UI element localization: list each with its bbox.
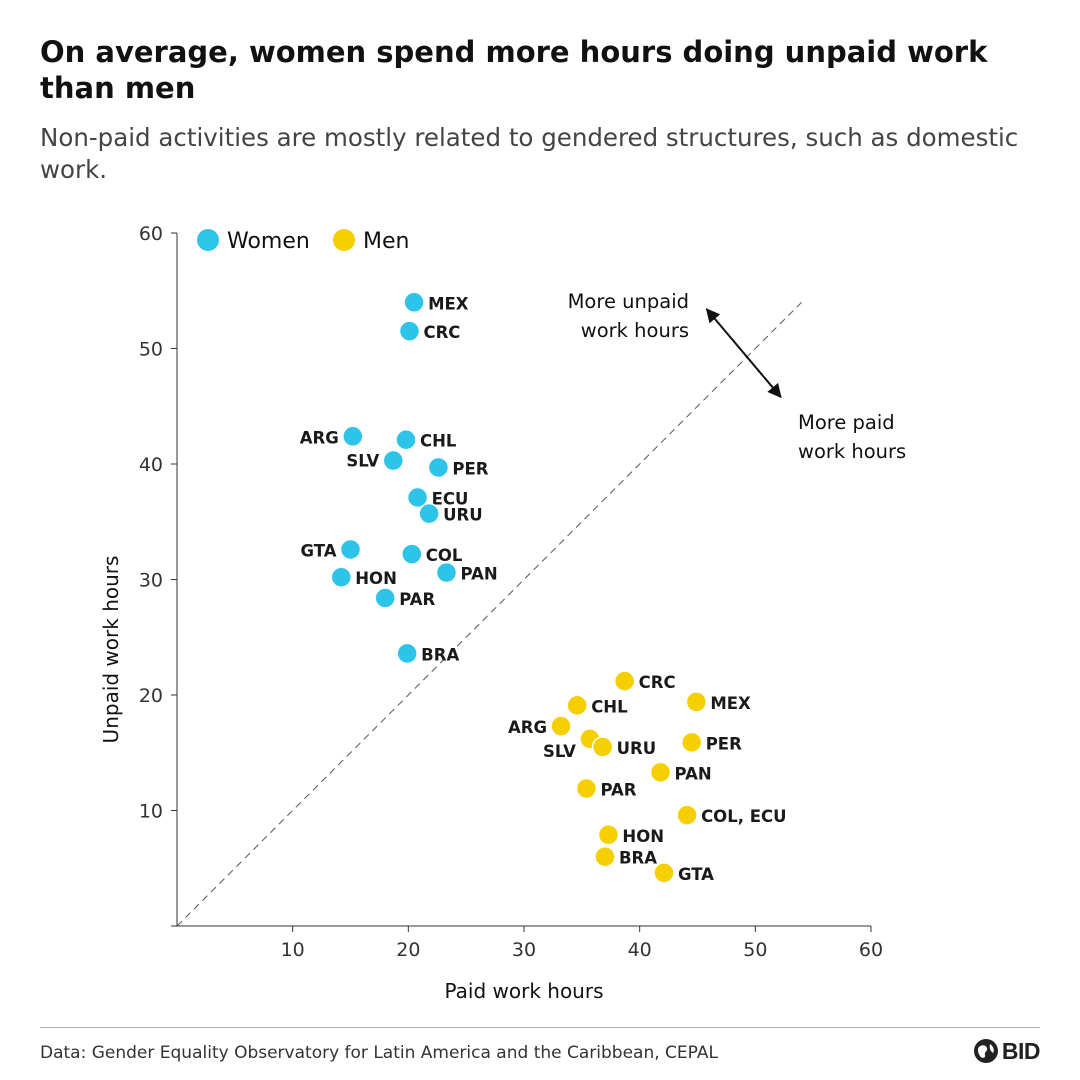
point-label: SLV: [346, 452, 379, 471]
point-label: HON: [622, 827, 664, 846]
point-women: [418, 502, 440, 525]
point-label: CRC: [423, 323, 460, 342]
annotation-more-unpaid: More unpaid: [568, 290, 689, 313]
point-women: [396, 642, 418, 665]
point-women: [395, 428, 417, 451]
y-tick-label: 30: [139, 570, 163, 592]
x-tick-label: 60: [859, 939, 883, 961]
point-label: BRA: [421, 645, 459, 664]
point-men: [575, 777, 598, 800]
point-label: MEX: [710, 694, 751, 713]
x-tick-label: 10: [281, 939, 305, 961]
bid-logo: BID: [973, 1036, 1041, 1066]
point-men: [591, 736, 614, 758]
point-men: [594, 845, 616, 868]
reference-diagonal-line: [176, 301, 802, 927]
point-label: CHL: [420, 432, 457, 451]
point-women: [382, 449, 405, 472]
y-tick-label: 60: [139, 223, 163, 245]
point-label: URU: [617, 739, 657, 758]
point-women: [374, 587, 396, 609]
point-label: MEX: [428, 294, 469, 313]
legend-label-men: Men: [363, 229, 409, 254]
series-men: CRC MEX CHL ARG SLV PER URU PAN PAR COL, ECU HON BR…: [508, 670, 787, 884]
point-men: [550, 715, 572, 737]
y-tick-label: 10: [139, 801, 163, 823]
legend-marker-men: [333, 229, 355, 251]
y-tick-label: 40: [139, 454, 163, 476]
point-label: HON: [355, 569, 397, 588]
point-women: [398, 320, 421, 342]
point-label: SLV: [543, 742, 576, 761]
point-women: [330, 566, 352, 588]
point-men: [597, 824, 620, 846]
point-women: [406, 486, 429, 509]
legend-marker-women: [197, 229, 219, 251]
point-men: [676, 804, 698, 826]
legend-label-women: Women: [227, 229, 310, 254]
x-axis-label: Paid work hours: [444, 979, 603, 1003]
y-axis-label: Unpaid work hours: [99, 556, 123, 744]
point-label: CRC: [639, 673, 676, 692]
point-label: COL, ECU: [701, 807, 786, 826]
point-label: PAR: [600, 781, 636, 800]
point-men: [680, 731, 703, 754]
point-label: ARG: [300, 428, 339, 447]
annotation-more-unpaid: work hours: [581, 319, 689, 342]
point-label: GTA: [678, 865, 714, 884]
point-women: [435, 561, 458, 584]
point-women: [342, 425, 364, 448]
point-label: URU: [443, 506, 483, 525]
x-tick-label: 50: [743, 939, 767, 961]
point-women: [427, 456, 450, 479]
annotation-more-paid: work hours: [798, 440, 906, 463]
point-label: PAN: [461, 565, 498, 584]
footer-divider: [40, 1027, 1040, 1028]
point-men: [649, 761, 672, 784]
y-tick-label: 20: [139, 685, 163, 707]
x-tick-label: 20: [396, 939, 420, 961]
point-women: [339, 538, 362, 561]
point-label: PAN: [674, 764, 711, 783]
y-tick-label: 50: [139, 339, 163, 361]
point-label: PER: [452, 459, 488, 478]
bid-logo-text: BID: [1001, 1037, 1041, 1064]
double-arrow: [705, 308, 782, 399]
x-tick-label: 40: [628, 939, 652, 961]
point-label: ECU: [432, 489, 469, 508]
point-label: BRA: [619, 849, 657, 868]
x-tick-label: 30: [512, 939, 536, 961]
annotation-more-paid: More paid: [798, 411, 895, 434]
point-men: [685, 691, 708, 713]
point-men: [613, 670, 636, 692]
page-subtitle: Non-paid activities are mostly related t…: [40, 123, 1019, 184]
point-label: COL: [426, 546, 463, 565]
point-men: [566, 694, 588, 717]
point-label: CHL: [591, 697, 628, 716]
point-women: [403, 291, 425, 314]
scatter-chart: 10 20 30 40 50 60 10 20 30 40 50 60 Paid work hours U…: [99, 223, 906, 1003]
point-women: [401, 543, 423, 565]
point-label: PER: [706, 734, 742, 753]
point-label: PAR: [399, 590, 435, 609]
point-label: ARG: [508, 718, 547, 737]
source-note: Data: Gender Equality Observatory for La…: [40, 1043, 718, 1063]
bid-globe-icon: [973, 1039, 998, 1063]
point-men: [653, 862, 675, 884]
page-title: On average, women spend more hours doing…: [40, 35, 988, 105]
point-label: GTA: [301, 541, 337, 560]
